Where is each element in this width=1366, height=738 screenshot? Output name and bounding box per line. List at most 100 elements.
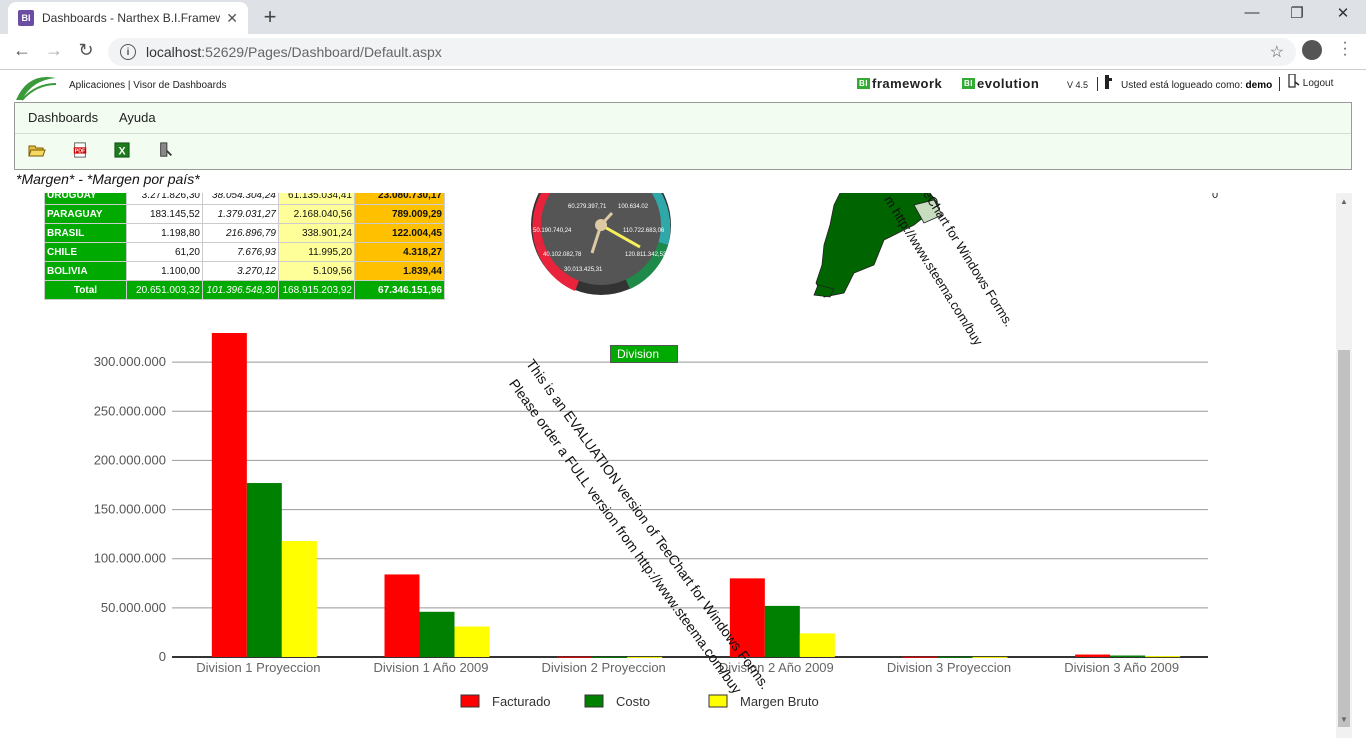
bar-costo xyxy=(764,605,800,657)
legend-label: Margen Bruto xyxy=(740,694,819,709)
table-row: BRASIL 1.198,80 216.896,79 338.901,24 122.00… xyxy=(44,223,445,243)
restore-icon[interactable]: ❐ xyxy=(1290,5,1304,22)
reload-icon[interactable]: ↻ xyxy=(78,40,94,60)
pdf-icon[interactable]: PDF xyxy=(71,142,89,158)
map-legend-value: 0 xyxy=(1212,193,1219,201)
bar-costo xyxy=(592,656,628,658)
exit-icon[interactable] xyxy=(157,142,175,158)
x-category-label: Division 3 Proyeccion xyxy=(887,660,1011,675)
x-category-label: Division 1 Año 2009 xyxy=(374,660,489,675)
map-chart xyxy=(813,193,943,298)
value-cell: 7.676,93 xyxy=(202,242,279,262)
back-icon[interactable]: ← xyxy=(13,40,31,60)
country-cell: URUGUAY xyxy=(44,193,127,205)
table-row: BOLIVIA 1.100,00 3.270,12 5.109,56 1.839,44 xyxy=(44,261,445,281)
gauge-label: 50.190.740,24 xyxy=(533,228,572,234)
browser-menu-icon[interactable]: · · · xyxy=(1342,34,1348,63)
svg-text:PDF: PDF xyxy=(75,149,86,155)
new-tab-icon[interactable]: + xyxy=(263,4,277,29)
division-filter-button[interactable]: Division xyxy=(610,345,678,363)
value-cell: 122.004,45 xyxy=(354,223,445,243)
legend-label: Costo xyxy=(616,694,650,709)
legend-label: Facturado xyxy=(492,694,551,709)
table-row: PARAGUAY 183.145,52 1.379.031,27 2.168.040,… xyxy=(44,204,445,224)
value-cell: 4.318,27 xyxy=(354,242,445,262)
folder-open-icon[interactable] xyxy=(28,142,46,158)
address-bar[interactable]: i localhost:52629/Pages/Dashboard/Defaul… xyxy=(108,38,1296,66)
scrollbar-thumb[interactable] xyxy=(1338,350,1350,727)
bar-costo xyxy=(937,656,973,658)
x-category-label: Division 2 Año 2009 xyxy=(719,660,834,675)
address-host: localhost xyxy=(146,44,202,60)
bar-margen-bruto xyxy=(627,656,663,658)
browser-tab[interactable]: BI Dashboards - Narthex B.I.Framew ✕ xyxy=(8,2,248,34)
breadcrumb: Aplicaciones | Visor de Dashboards xyxy=(69,80,227,91)
table-row: URUGUAY 3.271.826,30 38.054.304,24 61.135.0… xyxy=(44,193,445,205)
menu-panel: Dashboards Ayuda PDF X xyxy=(14,102,1352,170)
browser-toolbar: ← → ↻ i localhost:52629/Pages/Dashboard/… xyxy=(0,34,1366,70)
menu-ayuda[interactable]: Ayuda xyxy=(119,110,156,125)
y-tick-label: 200.000.000 xyxy=(94,452,166,467)
tab-title: Dashboards - Narthex B.I.Framew xyxy=(42,11,221,25)
bar-costo xyxy=(1110,655,1146,657)
x-category-label: Division 2 Proyeccion xyxy=(542,660,666,675)
bar-costo xyxy=(419,611,455,657)
country-cell: Total xyxy=(44,280,127,300)
bar-facturado xyxy=(211,333,247,657)
value-cell: 67.346.151,96 xyxy=(354,280,445,300)
country-cell: BRASIL xyxy=(44,223,127,243)
x-category-label: Division 1 Proyeccion xyxy=(196,660,320,675)
value-cell: 1.198,80 xyxy=(126,223,203,243)
value-cell: 5.109,56 xyxy=(278,261,355,281)
legend-swatch xyxy=(584,694,604,708)
bar-facturado xyxy=(1075,654,1111,657)
logout-icon xyxy=(1288,73,1300,88)
margin-table: URUGUAY 3.271.826,30 38.054.304,24 61.135.0… xyxy=(44,193,445,300)
bookmark-star-icon[interactable]: ☆ xyxy=(1269,44,1284,61)
y-tick-label: 300.000.000 xyxy=(94,354,166,369)
divider xyxy=(1097,77,1098,91)
legend-swatch xyxy=(708,694,728,708)
bar-facturado xyxy=(729,578,765,657)
gauge-label: 110.722.683,06 xyxy=(623,228,665,234)
table-total-row: Total 20.651.003,32 101.396.548,30 168.915.… xyxy=(44,280,445,300)
browser-tabstrip: BI Dashboards - Narthex B.I.Framew ✕ + —… xyxy=(0,0,1366,34)
value-cell: 61.135.034,41 xyxy=(278,193,355,205)
menu-dashboards[interactable]: Dashboards xyxy=(28,110,99,125)
gauge-label: 40.102.082,78 xyxy=(543,252,582,258)
table-row: CHILE 61,20 7.676,93 11.995,20 4.318,27 xyxy=(44,242,445,262)
value-cell: 1.379.031,27 xyxy=(202,204,279,224)
excel-icon[interactable]: X xyxy=(113,142,131,158)
info-icon[interactable]: i xyxy=(120,44,136,60)
sheet-title: *Margen* - *Margen por país* xyxy=(16,171,200,187)
minimize-icon[interactable]: — xyxy=(1244,4,1260,21)
close-tab-icon[interactable]: ✕ xyxy=(226,9,238,26)
divider xyxy=(1279,77,1280,91)
value-cell: 61,20 xyxy=(126,242,203,262)
address-path: :52629/Pages/Dashboard/Default.aspx xyxy=(201,44,442,60)
bar-margen-bruto xyxy=(454,626,490,657)
y-tick-label: 100.000.000 xyxy=(94,551,166,566)
version-label: V 4.5 xyxy=(1067,80,1089,90)
forward-icon[interactable]: → xyxy=(45,40,63,60)
scroll-up-icon[interactable]: ▲ xyxy=(1340,197,1348,206)
close-window-icon[interactable]: ✕ xyxy=(1336,5,1350,22)
value-cell: 183.145,52 xyxy=(126,204,203,224)
value-cell: 338.901,24 xyxy=(278,223,355,243)
logout-link[interactable]: Logout xyxy=(1288,73,1333,91)
vertical-scrollbar[interactable]: ▲ ▼ xyxy=(1336,193,1352,738)
value-cell: 3.271.826,30 xyxy=(126,193,203,205)
account-icon[interactable] xyxy=(1302,40,1322,60)
value-cell: 1.100,00 xyxy=(126,261,203,281)
legend-swatch xyxy=(460,694,480,708)
bi-favicon-icon: BI xyxy=(18,10,34,26)
value-cell: 168.915.203,92 xyxy=(278,280,355,300)
gauge-label: 100.634.02 xyxy=(618,204,649,210)
value-cell: 38.054.304,24 xyxy=(202,193,279,205)
y-tick-label: 150.000.000 xyxy=(94,502,166,517)
value-cell: 3.270,12 xyxy=(202,261,279,281)
bar-margen-bruto xyxy=(1145,656,1181,658)
divider xyxy=(15,133,1351,134)
scroll-down-icon[interactable]: ▼ xyxy=(1340,715,1348,724)
bar-costo xyxy=(246,483,282,657)
